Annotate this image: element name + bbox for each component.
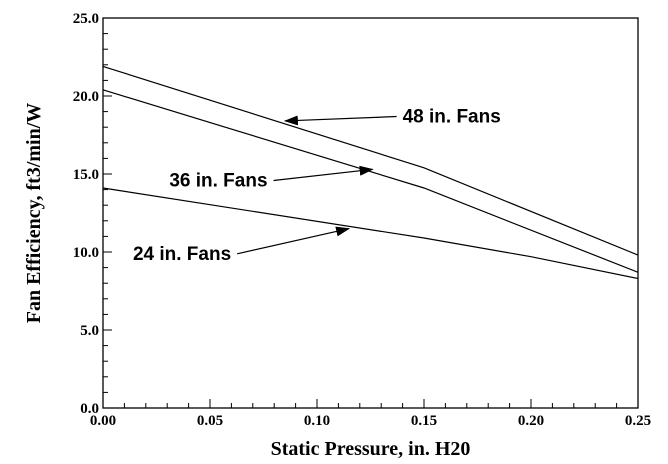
x-tick-label: 0.15	[411, 413, 437, 429]
y-axis-title: Fan Efficiency, ft3/min/W	[23, 103, 45, 324]
y-tick-label: 10.0	[73, 245, 99, 261]
series-line-3	[102, 187, 639, 280]
x-tick-label: 0.10	[304, 413, 330, 429]
annotation-label-2: 36 in. Fans	[169, 170, 267, 191]
y-tick-label: 0.0	[80, 401, 99, 417]
x-axis-title: Static Pressure, in. H20	[271, 438, 471, 460]
y-tick-label: 20.0	[73, 89, 99, 105]
series-line-2	[102, 89, 639, 273]
x-tick-label: 0.20	[518, 413, 544, 429]
plot-frame	[102, 17, 639, 409]
x-tick-label: 0.05	[197, 413, 223, 429]
annotation-label-3: 24 in. Fans	[133, 244, 231, 265]
annotation-arrow-1	[283, 115, 397, 126]
annotation-arrow-2	[273, 165, 374, 182]
y-tick-label: 5.0	[80, 323, 99, 339]
series-line-1	[102, 65, 639, 256]
annotation-label-1: 48 in. Fans	[403, 107, 501, 128]
y-tick-label: 25.0	[73, 11, 99, 27]
annotation-arrow-3	[237, 226, 351, 255]
x-tick-label: 0.00	[90, 413, 116, 429]
y-tick-label: 15.0	[73, 167, 99, 183]
x-tick-label: 0.25	[625, 413, 651, 429]
